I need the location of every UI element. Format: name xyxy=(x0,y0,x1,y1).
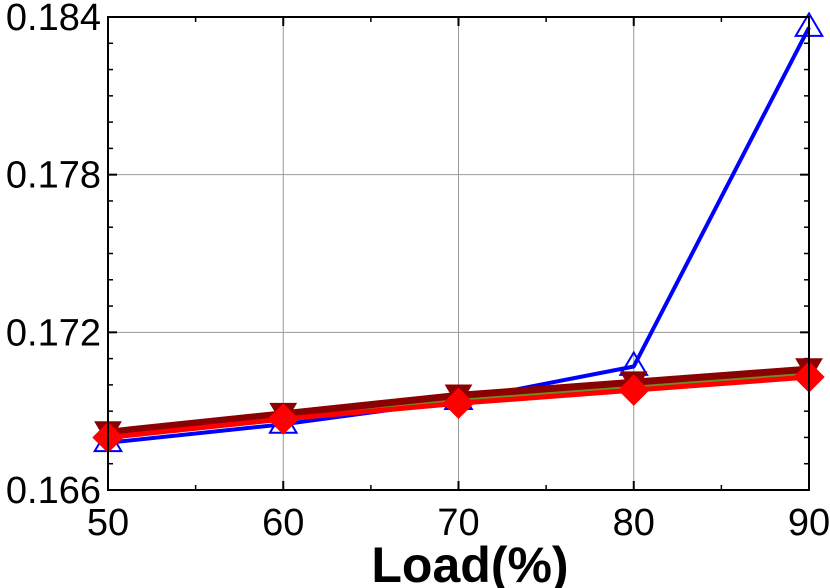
data-point xyxy=(618,374,650,406)
y-tick-labels: 0.166 0.172 0.178 0.184 xyxy=(6,0,101,512)
data-point xyxy=(267,403,299,435)
x-tick-labels: 50 60 70 80 90 xyxy=(87,502,830,544)
data-point xyxy=(442,387,475,419)
x-tick-label: 90 xyxy=(788,502,830,544)
x-tick-label: 80 xyxy=(613,502,655,544)
plot-frame xyxy=(107,16,810,491)
y-tick-label: 0.172 xyxy=(6,312,101,354)
x-tick-label: 70 xyxy=(437,502,479,544)
y-tick-label: 0.166 xyxy=(6,470,101,512)
y-tick-label: 0.178 xyxy=(6,155,101,197)
x-tick-label: 50 xyxy=(87,502,129,544)
series-4 xyxy=(92,361,825,454)
y-tick-label: 0.184 xyxy=(6,0,101,39)
x-tick-label: 60 xyxy=(262,502,304,544)
data-series xyxy=(92,11,825,454)
x-axis-title: Load(%) xyxy=(371,537,568,588)
